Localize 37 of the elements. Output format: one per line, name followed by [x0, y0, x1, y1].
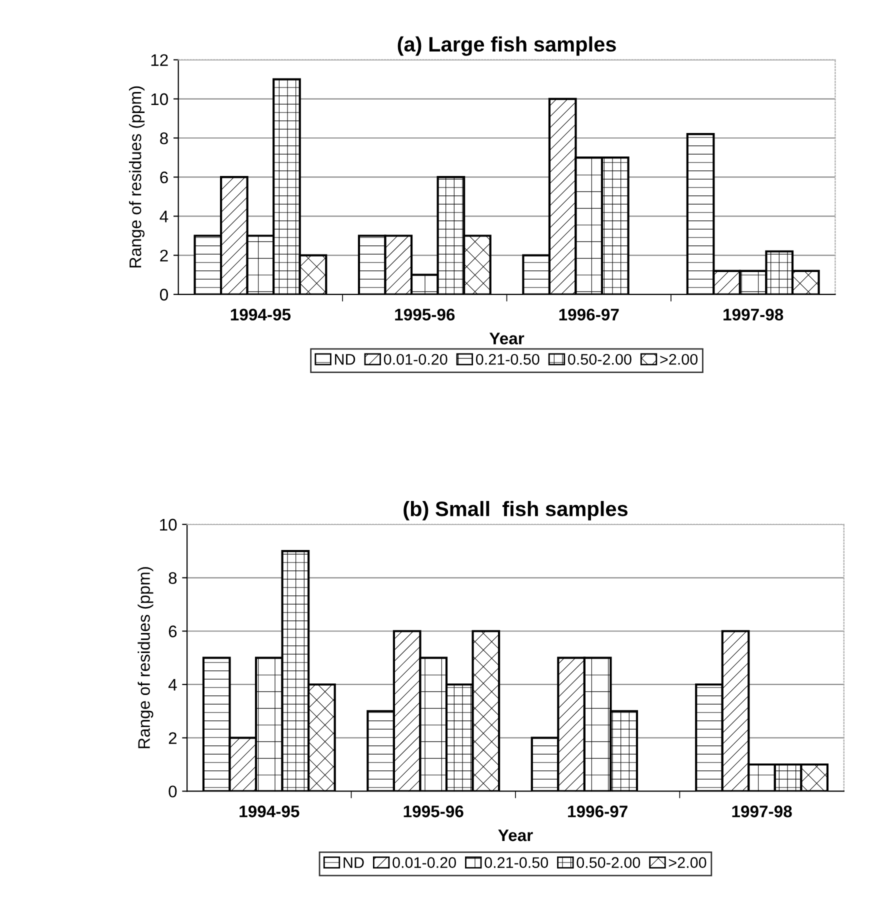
legend-label: ND [335, 354, 356, 365]
x-tick-label: 1994-95 [240, 806, 300, 818]
y-tick-label: 0 [168, 786, 177, 798]
chart-title: (a) Large fish samples [398, 36, 616, 56]
legend-label: >2.00 [660, 354, 698, 365]
legend-label: >2.00 [668, 857, 706, 868]
x-tick-label: 1994-95 [230, 308, 291, 321]
y-tick-label: 6 [168, 626, 177, 638]
legend-label: 0.50-2.00 [568, 354, 632, 365]
legend-label: 0.50-2.00 [576, 857, 640, 868]
x-axis-title: Year [489, 332, 524, 344]
y-tick-label: 4 [160, 210, 168, 222]
y-tick-label: 2 [160, 250, 168, 262]
legend-label: 0.21-0.50 [476, 354, 540, 365]
y-tick-label: 12 [151, 54, 168, 66]
x-tick-label: 1995-96 [395, 308, 455, 321]
legend-label: 0.01-0.20 [384, 354, 448, 365]
y-tick-label: 6 [160, 172, 168, 184]
legend-label: 0.01-0.20 [392, 857, 456, 868]
chart-title: (b) Small fish samples [404, 500, 628, 520]
x-tick-label: 1996-97 [559, 308, 619, 321]
y-tick-label: 2 [168, 732, 176, 744]
y-tick-label: 10 [160, 518, 177, 531]
y-tick-label: 0 [160, 288, 168, 301]
legend-label: ND [344, 857, 364, 868]
legend-label: 0.21-0.50 [484, 857, 548, 868]
y-tick-label: 8 [168, 572, 177, 584]
y-axis-title: Range of residues (ppm) [138, 567, 154, 748]
x-tick-label: 1997-98 [724, 308, 784, 321]
y-axis-title: Range of residues (ppm) [129, 86, 145, 268]
x-tick-label: 1996-97 [568, 806, 628, 818]
y-tick-label: 4 [168, 679, 177, 691]
x-axis-title: Year [498, 830, 533, 842]
x-tick-label: 1997-98 [732, 806, 792, 818]
x-tick-label: 1995-96 [404, 806, 464, 818]
y-tick-label: 10 [151, 93, 168, 106]
y-tick-label: 8 [160, 132, 168, 144]
